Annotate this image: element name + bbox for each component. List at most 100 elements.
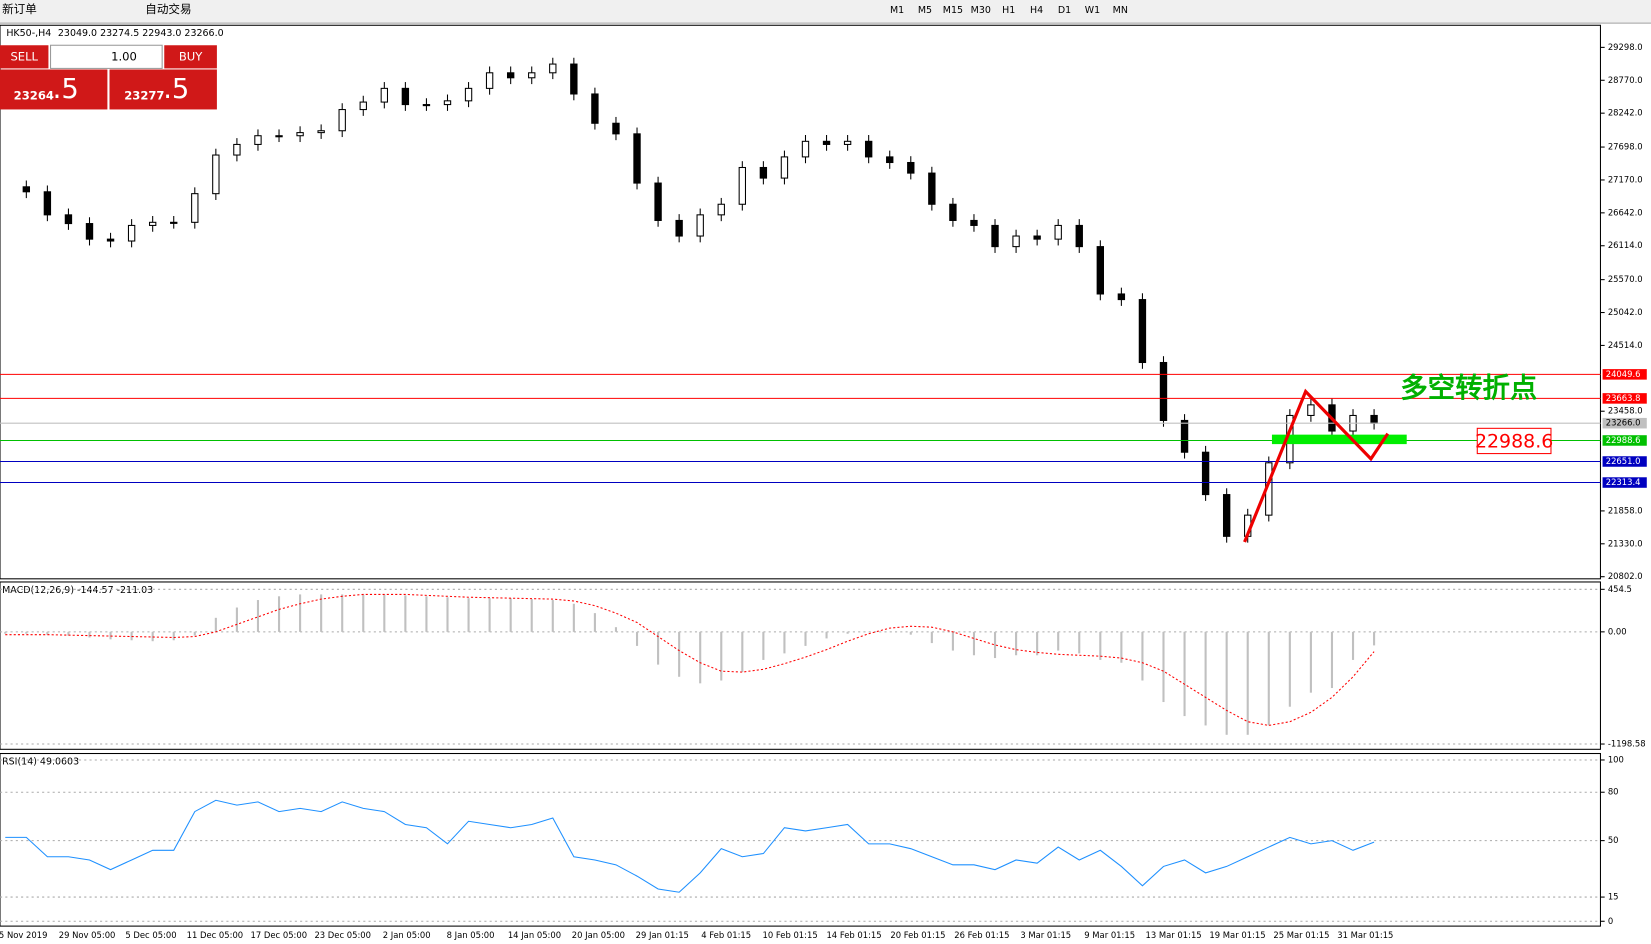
macd-title: MACD(12,26,9) -144.57 -211.03: [2, 585, 153, 596]
macd-bar: [214, 617, 217, 632]
x-tick-label: 10 Feb 01:15: [763, 930, 818, 940]
level-label: 23266.0: [1606, 418, 1641, 428]
candle: [549, 63, 557, 74]
candle: [401, 87, 410, 106]
y-tick-label: 26114.0: [1608, 240, 1643, 250]
x-tick-label: 19 Mar 01:15: [1209, 930, 1265, 940]
symbol-title: HK50-,H4: [6, 28, 51, 39]
macd-signal: [5, 593, 1375, 726]
timeframe-button[interactable]: M1: [890, 5, 904, 16]
macd-bar: [509, 598, 512, 632]
bid-price: 23264: [14, 88, 54, 102]
macd-bar: [1141, 631, 1144, 681]
timeframe-button[interactable]: W1: [1085, 5, 1100, 16]
macd-bar: [741, 631, 744, 673]
y-tick-label: 21330.0: [1608, 538, 1643, 548]
level-label: 22313.4: [1606, 477, 1641, 487]
y-tick-label: 80: [1608, 787, 1619, 797]
lots-input[interactable]: [50, 44, 163, 69]
level-label: 22988.6: [1606, 435, 1641, 445]
x-tick-label: 14 Jan 05:00: [508, 930, 561, 940]
candle: [317, 130, 325, 134]
x-tick-label: 5 Nov 2019: [0, 930, 47, 940]
macd-bar: [1015, 631, 1018, 656]
macd-bar: [467, 598, 470, 632]
macd-bar: [404, 595, 407, 632]
timeframe-button[interactable]: H4: [1030, 5, 1043, 16]
x-tick-label: 17 Dec 05:00: [251, 930, 308, 940]
candle: [612, 122, 620, 135]
macd-bar: [1246, 631, 1249, 735]
y-tick-label: 0.00: [1608, 626, 1627, 636]
x-tick-label: 14 Feb 01:15: [826, 930, 881, 940]
candle: [928, 172, 936, 205]
sell-button[interactable]: [0, 45, 49, 69]
y-tick-label: 0: [1608, 916, 1613, 926]
x-tick-label: 13 Mar 01:15: [1146, 930, 1202, 940]
candle: [675, 219, 683, 237]
candle: [85, 223, 94, 240]
candle: [1307, 404, 1315, 416]
candle: [864, 140, 873, 158]
macd-bar: [720, 631, 723, 681]
candle: [380, 87, 389, 103]
ask-pips: .5: [163, 74, 189, 105]
macd-bar: [572, 603, 575, 632]
macd-bar: [678, 631, 681, 677]
ask-price: 23277: [124, 88, 164, 102]
candle: [485, 72, 494, 89]
candle: [1180, 419, 1189, 453]
macd-bar: [1078, 631, 1081, 654]
candle: [422, 104, 431, 107]
macd-bar: [1057, 631, 1060, 651]
candle: [1054, 224, 1062, 240]
candle: [717, 203, 725, 216]
candle: [148, 221, 157, 226]
macd-bar: [256, 600, 260, 632]
candle: [1096, 246, 1105, 295]
x-tick-label: 20 Jan 05:00: [572, 930, 625, 940]
candle: [1138, 299, 1147, 364]
bid-box[interactable]: [0, 69, 108, 110]
timeframe-button[interactable]: M5: [918, 5, 932, 16]
candle: [1201, 451, 1210, 496]
macd-bar: [1120, 631, 1123, 663]
macd-bar: [635, 631, 639, 646]
macd-bar: [657, 631, 660, 665]
buy-button[interactable]: [164, 45, 217, 69]
timeframe-button[interactable]: M15: [943, 5, 963, 16]
timeframe-button[interactable]: MN: [1113, 5, 1128, 16]
candle: [1370, 414, 1378, 424]
candle: [359, 101, 367, 111]
new-order-button[interactable]: 新订单: [2, 2, 37, 16]
timeframe-button[interactable]: M30: [971, 5, 991, 16]
auto-trade-button[interactable]: 自动交易: [145, 2, 191, 16]
timeframe-button[interactable]: H1: [1002, 5, 1015, 16]
macd-bar: [909, 631, 912, 635]
macd-bar: [4, 631, 7, 634]
macd-bar: [1162, 631, 1165, 703]
level-label: 23663.8: [1606, 393, 1641, 403]
macd-bar: [972, 631, 976, 656]
x-tick-label: 9 Mar 01:15: [1084, 930, 1135, 940]
annotation: 多空转折点: [1400, 372, 1537, 404]
candle: [780, 156, 789, 179]
macd-bar: [783, 631, 786, 654]
timeframe-button[interactable]: D1: [1058, 5, 1071, 16]
timeframe-group: M1 M5 M15 M30 H1 H4 D1 W1 MN: [890, 5, 1128, 16]
x-tick-label: 2 Jan 05:00: [383, 930, 431, 940]
x-tick-label: 31 Mar 01:15: [1337, 930, 1393, 940]
macd-bar: [88, 631, 91, 638]
macd-bar: [530, 599, 533, 632]
y-tick-label: 27170.0: [1608, 174, 1643, 184]
candle: [759, 166, 768, 179]
macd-bar: [1330, 631, 1334, 689]
ask-box[interactable]: [109, 69, 217, 110]
macd-bar: [277, 596, 281, 632]
candle: [296, 132, 304, 137]
bid-pips: .5: [53, 74, 79, 105]
candle: [22, 186, 31, 193]
level-tag: [1602, 369, 1647, 380]
macd-bar: [1351, 631, 1355, 660]
